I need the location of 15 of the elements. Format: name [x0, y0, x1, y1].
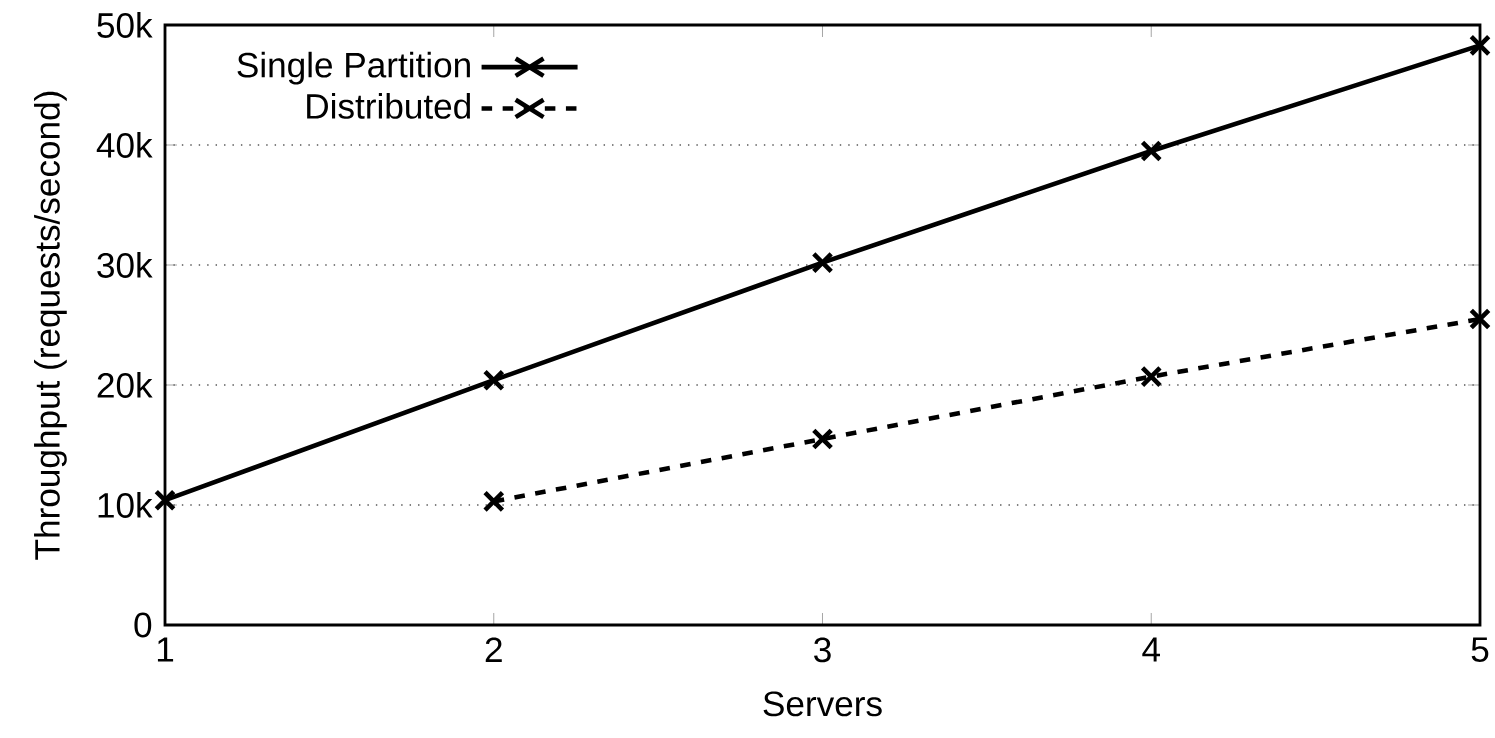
x-tick-label: 5: [1471, 637, 1489, 662]
legend-label: Single Partition: [237, 51, 470, 85]
y-tick-label: 30k: [97, 252, 153, 278]
y-tick-label: 40k: [96, 132, 153, 158]
y-tick-label: 20k: [97, 372, 153, 398]
legend-label: Distributed: [307, 93, 470, 119]
y-tick-label: 50k: [97, 12, 153, 38]
x-tick-label: 2: [485, 637, 502, 662]
x-tick-label: 3: [814, 637, 831, 663]
x-axis-title: Servers: [763, 691, 882, 717]
y-tick-label: 0: [134, 612, 152, 638]
y-axis-title: Throughput (requests/second): [34, 91, 67, 560]
x-tick-label: 1: [157, 637, 174, 662]
x-tick-label: 4: [1142, 637, 1160, 662]
y-tick-label: 10k: [98, 492, 153, 518]
